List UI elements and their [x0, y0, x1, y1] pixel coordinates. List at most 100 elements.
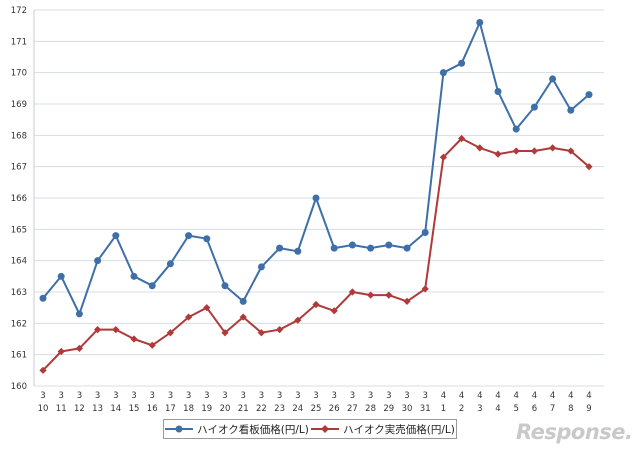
- y-tick-label-165: 165: [11, 225, 27, 235]
- data-point-s1-18: [367, 244, 375, 252]
- legend-swatch-circle-icon: [165, 425, 194, 433]
- x-tick-day-13: 23: [274, 404, 285, 414]
- x-tick-day-2: 12: [74, 404, 85, 414]
- legend-label-series-1: ハイオク看板価格(円/L): [197, 423, 309, 436]
- x-tick-month-22: 4: [441, 391, 446, 401]
- x-tick-day-18: 28: [365, 404, 376, 414]
- data-point-s2-11: [239, 313, 247, 321]
- data-point-s2-2: [75, 344, 83, 352]
- x-tick-month-8: 3: [186, 391, 191, 401]
- x-tick-day-19: 29: [383, 404, 394, 414]
- y-tick-label-163: 163: [11, 288, 27, 298]
- data-point-s1-8: [185, 232, 193, 240]
- data-point-s2-27: [530, 147, 538, 155]
- data-point-s1-2: [75, 310, 83, 318]
- x-tick-day-26: 5: [513, 404, 518, 414]
- data-point-s1-1: [57, 272, 65, 280]
- data-point-s2-15: [312, 300, 320, 309]
- data-point-s1-20: [403, 244, 411, 252]
- data-point-s1-13: [276, 244, 284, 252]
- x-tick-month-10: 3: [222, 391, 227, 401]
- data-point-s2-24: [476, 144, 484, 152]
- data-point-s1-23: [458, 59, 466, 67]
- data-point-s2-20: [403, 297, 411, 305]
- data-point-s2-25: [494, 150, 502, 158]
- data-point-s2-3: [94, 326, 102, 334]
- x-tick-month-16: 3: [331, 391, 336, 401]
- legend-item-series-1: ハイオク看板価格(円/L): [165, 422, 309, 437]
- data-point-s1-17: [348, 241, 356, 249]
- data-point-s2-14: [294, 316, 302, 324]
- x-tick-day-11: 21: [238, 404, 249, 414]
- y-tick-label-168: 168: [11, 131, 27, 141]
- y-tick-label-167: 167: [11, 163, 27, 173]
- x-tick-day-23: 2: [459, 404, 464, 414]
- data-point-s1-29: [567, 106, 575, 114]
- x-tick-day-6: 16: [147, 404, 158, 414]
- legend: ハイオク看板価格(円/L) ハイオク実売価格(円/L): [163, 419, 457, 439]
- data-point-s2-0: [39, 366, 47, 374]
- data-point-s1-24: [476, 19, 484, 27]
- x-tick-day-27: 6: [532, 404, 537, 414]
- x-tick-month-7: 3: [168, 391, 173, 401]
- data-point-s1-7: [166, 260, 174, 268]
- x-tick-month-12: 3: [259, 391, 264, 401]
- x-tick-month-20: 3: [404, 391, 409, 401]
- x-tick-month-1: 3: [58, 391, 63, 401]
- data-point-s2-1: [57, 347, 65, 356]
- x-tick-month-6: 3: [149, 391, 154, 401]
- watermark-logo: Response.: [516, 420, 633, 444]
- x-tick-month-25: 4: [495, 391, 500, 401]
- y-tick-label-171: 171: [11, 37, 27, 47]
- y-axis-tick-labels: 160 161 162 163 164 165 166 167 168 169 170 171 172: [11, 6, 27, 392]
- x-tick-month-2: 3: [77, 391, 82, 401]
- x-tick-day-25: 4: [495, 404, 500, 414]
- x-tick-month-4: 3: [113, 391, 118, 401]
- data-point-s2-6: [148, 341, 156, 349]
- x-tick-day-21: 31: [420, 404, 431, 414]
- data-point-s2-23: [458, 134, 466, 143]
- data-point-s2-7: [166, 329, 174, 337]
- data-point-s1-22: [439, 69, 447, 77]
- data-point-s2-29: [567, 147, 575, 155]
- line-chart: 160161162163164165166167168169170171172 …: [11, 6, 604, 414]
- x-tick-month-26: 4: [513, 391, 518, 401]
- x-tick-day-14: 24: [292, 404, 303, 414]
- data-point-s1-6: [148, 282, 156, 290]
- x-tick-month-29: 4: [568, 391, 573, 401]
- y-tick-label-164: 164: [11, 257, 27, 267]
- x-tick-month-9: 3: [204, 391, 209, 401]
- data-point-s2-16: [330, 307, 338, 315]
- data-point-s2-26: [512, 147, 520, 155]
- data-point-s2-10: [221, 329, 229, 337]
- x-tick-day-24: 3: [477, 404, 482, 414]
- data-point-s2-22: [439, 153, 447, 161]
- x-tick-month-17: 3: [350, 391, 355, 401]
- data-point-s1-0: [39, 294, 47, 302]
- legend-label-series-2: ハイオク実売価格(円/L): [343, 423, 455, 436]
- x-tick-day-7: 17: [165, 404, 176, 414]
- x-tick-day-4: 14: [110, 404, 121, 414]
- series-line-1: [42, 21, 590, 315]
- x-tick-month-28: 4: [550, 391, 555, 401]
- data-point-s1-11: [239, 297, 247, 305]
- data-point-s1-30: [585, 91, 593, 99]
- legend-swatch-diamond-icon: [311, 425, 340, 433]
- data-point-s1-28: [549, 75, 557, 83]
- series-layer: [39, 19, 593, 374]
- data-point-s2-12: [257, 329, 265, 337]
- x-axis-tick-labels: 3103113123133143153163173183193203213223…: [38, 391, 592, 414]
- data-point-s2-4: [112, 326, 120, 334]
- data-point-s2-13: [276, 326, 284, 334]
- gridlines: [33, 9, 604, 387]
- data-point-s2-19: [385, 291, 393, 299]
- data-point-s1-19: [385, 241, 393, 249]
- data-point-s1-27: [530, 103, 538, 111]
- y-tick-label-166: 166: [11, 194, 27, 204]
- x-tick-day-28: 7: [550, 404, 555, 414]
- x-tick-day-8: 18: [183, 404, 194, 414]
- x-tick-month-18: 3: [368, 391, 373, 401]
- x-tick-month-27: 4: [532, 391, 537, 401]
- data-point-s1-16: [330, 244, 338, 252]
- data-point-s2-8: [185, 313, 193, 321]
